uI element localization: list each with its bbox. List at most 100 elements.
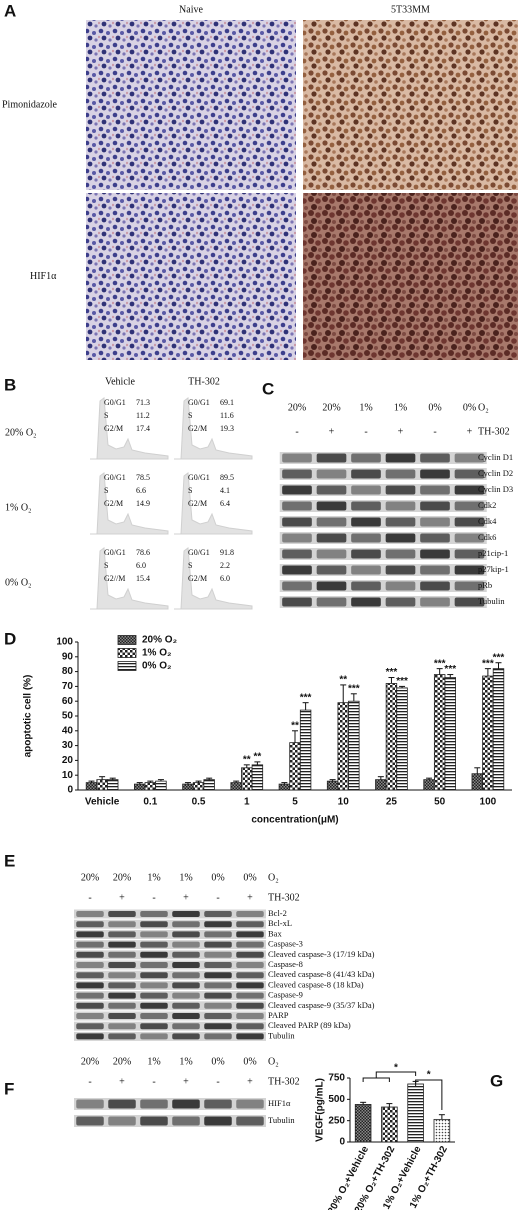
y-tick-label: 10 bbox=[62, 770, 74, 781]
blot-band bbox=[420, 517, 450, 527]
stat-value: 78.6 bbox=[136, 548, 150, 557]
blot-band bbox=[351, 597, 381, 607]
blot-band bbox=[236, 972, 264, 979]
bar bbox=[444, 677, 456, 791]
bar bbox=[107, 779, 119, 791]
blot-band bbox=[108, 921, 136, 928]
blot-band bbox=[454, 453, 485, 463]
blot-band bbox=[316, 565, 347, 575]
oxygen-level: 1% bbox=[179, 872, 192, 883]
blot-band bbox=[236, 1099, 264, 1109]
stat-label: S bbox=[104, 561, 108, 570]
blot-band bbox=[420, 533, 450, 543]
blot-band bbox=[76, 911, 104, 917]
blot-label: Tubulin bbox=[268, 1030, 295, 1040]
significance-bracket bbox=[362, 1071, 417, 1082]
stat-label: G2/M bbox=[104, 499, 123, 508]
blot-band bbox=[236, 1023, 264, 1030]
blot-band bbox=[282, 565, 312, 575]
blot-band bbox=[316, 517, 347, 527]
row-label: HIF1α bbox=[30, 271, 57, 282]
stat-label: S bbox=[104, 486, 108, 495]
legend-swatch bbox=[117, 661, 137, 671]
blot-band bbox=[108, 1116, 136, 1126]
blot-band bbox=[76, 1023, 104, 1030]
column-header: TH-302 bbox=[188, 376, 220, 387]
legend-swatch bbox=[117, 635, 137, 645]
blot-band bbox=[385, 533, 416, 543]
y-tick-label: 100 bbox=[56, 637, 73, 648]
stat-label: S bbox=[104, 411, 108, 420]
bar bbox=[230, 782, 242, 791]
column-header: Naive bbox=[179, 4, 203, 15]
y-tick-label: 60 bbox=[62, 696, 74, 707]
blot-label: PARP bbox=[268, 1010, 289, 1020]
micrograph bbox=[86, 193, 296, 360]
blot-band bbox=[282, 453, 312, 463]
blot-band bbox=[172, 921, 200, 928]
treatment: - bbox=[216, 892, 219, 903]
oxygen-level: 20% bbox=[113, 1056, 131, 1067]
blot-band bbox=[236, 941, 264, 948]
treatment: + bbox=[119, 1076, 125, 1087]
bar bbox=[192, 782, 205, 791]
y-tick-label: 750 bbox=[328, 1073, 345, 1084]
bar bbox=[96, 779, 108, 791]
blot-band bbox=[351, 453, 381, 463]
histogram bbox=[174, 547, 253, 610]
stat-label: G0/G1 bbox=[104, 548, 126, 557]
blot-label: Cdk6 bbox=[478, 532, 496, 542]
blot-label: HIF1α bbox=[268, 1098, 291, 1108]
bar bbox=[182, 783, 194, 791]
blot-band bbox=[282, 533, 312, 543]
treatment: - bbox=[152, 892, 155, 903]
bar bbox=[423, 779, 435, 791]
blot-band bbox=[316, 453, 347, 463]
blot-strip bbox=[74, 980, 266, 990]
blot-band bbox=[108, 972, 136, 979]
treatment: + bbox=[183, 1076, 189, 1087]
blot-band bbox=[454, 597, 485, 607]
blot-label: Cleaved caspase-3 (17/19 kDa) bbox=[268, 949, 375, 959]
stat-value: 6.0 bbox=[136, 561, 146, 570]
blot-band bbox=[282, 581, 312, 591]
significance: *** bbox=[444, 664, 456, 675]
blot-band bbox=[282, 501, 312, 511]
blot-band bbox=[351, 533, 381, 543]
blot-band bbox=[140, 1023, 168, 1030]
blot-band bbox=[172, 1033, 200, 1040]
blot-label: Cleaved caspase-8 (41/43 kDa) bbox=[268, 969, 375, 979]
blot-label: Cdk4 bbox=[478, 516, 497, 526]
blot-band bbox=[204, 982, 232, 989]
blot-band bbox=[172, 931, 200, 938]
stat-value: 4.1 bbox=[220, 486, 230, 495]
significance: ** bbox=[291, 720, 299, 731]
blot-band bbox=[454, 549, 485, 559]
stat-value: 2.2 bbox=[220, 561, 230, 570]
x-tick-label: 0.1 bbox=[143, 797, 157, 808]
blot-band bbox=[351, 565, 381, 575]
y-axis-label: VEGF(pg/mL) bbox=[315, 1078, 326, 1142]
stat-label: G0/G1 bbox=[104, 398, 126, 407]
blot-strip bbox=[74, 1001, 266, 1011]
bar bbox=[155, 780, 167, 791]
blot-band bbox=[172, 992, 200, 999]
bar bbox=[385, 683, 398, 791]
blot-band bbox=[282, 597, 312, 607]
blot-band bbox=[140, 1099, 168, 1109]
stat-label: G2/M bbox=[188, 499, 207, 508]
blot-band bbox=[140, 1033, 168, 1040]
histogram bbox=[174, 472, 253, 535]
bar bbox=[471, 773, 483, 791]
stat-label: G2/M bbox=[188, 574, 207, 583]
significance-bracket bbox=[415, 1079, 443, 1110]
blot-band bbox=[316, 581, 347, 591]
treatment: + bbox=[183, 892, 189, 903]
bar bbox=[433, 674, 446, 791]
blot-label: Bax bbox=[268, 928, 282, 938]
stat-value: 11.6 bbox=[220, 411, 234, 420]
bar bbox=[482, 675, 494, 791]
x-tick-label: 0.5 bbox=[192, 797, 206, 808]
blot-label: Tubulin bbox=[478, 596, 505, 606]
row-label: 20% O₂ bbox=[5, 427, 37, 438]
